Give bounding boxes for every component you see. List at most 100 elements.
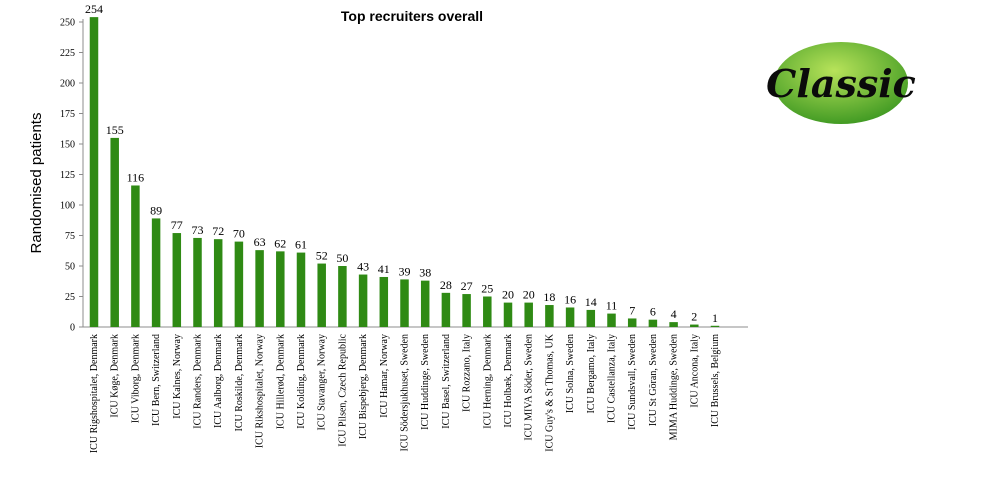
bar (151, 218, 161, 327)
data-label: 50 (336, 251, 348, 265)
data-label: 25 (481, 282, 493, 296)
bar (690, 324, 699, 327)
y-tick-label: 0 (70, 323, 75, 334)
x-tick-label: ICU Ancona, Italy (689, 334, 700, 408)
x-tick-label: MIMA Huddinge, Sweden (669, 334, 680, 440)
data-label: 11 (606, 299, 618, 313)
data-label: 28 (440, 278, 452, 292)
bar (172, 233, 182, 327)
x-tick-label: ICU Södersjukhuset, Sweden (400, 334, 411, 452)
bar (648, 319, 658, 327)
x-tick-label: ICU Kalnes, Norway (172, 334, 183, 419)
bar (338, 266, 347, 327)
data-label: 62 (274, 236, 286, 250)
bar (420, 280, 430, 327)
x-tick-label: ICU Huddinge, Sweden (420, 334, 431, 430)
x-tick-label: ICU Sundsvall, Sweden (627, 334, 638, 430)
x-tick-label: ICU Hamar, Norway (379, 334, 390, 418)
data-label: 27 (461, 279, 473, 293)
bar (89, 17, 99, 328)
x-tick-labels: ICU Rigshospitalet, Denmark ICU Køge, Den… (89, 333, 721, 453)
bar (669, 322, 678, 327)
bar (710, 325, 720, 327)
x-tick-label: ICU MIVA Söder, Sweden (524, 334, 535, 441)
x-tick-label: ICU Rigshospitalet, Denmark (89, 334, 100, 453)
data-label: 89 (150, 203, 162, 217)
data-label: 1 (712, 311, 718, 325)
data-label: 4 (671, 307, 677, 321)
x-tick-label: ICU Randers, Denmark (193, 334, 204, 429)
data-label: 61 (295, 238, 307, 252)
x-tick-label: ICU Brussels, Belgium (710, 334, 721, 427)
chart-title: Top recruiters overall (341, 8, 483, 24)
data-label: 254 (85, 2, 103, 16)
x-tick-label: ICU Solna, Sweden (565, 334, 576, 413)
bar (379, 276, 389, 327)
y-tick-label: 175 (60, 109, 75, 120)
logo-text: Classic (766, 61, 916, 106)
y-tick-label: 225 (60, 48, 75, 59)
y-tick-label: 250 (60, 18, 75, 29)
x-tick-label: ICU Pilsen, Czech Republic (337, 333, 348, 446)
data-label: 63 (254, 235, 266, 249)
bar (627, 318, 637, 327)
y-tick-label: 100 (60, 201, 75, 212)
x-tick-label: ICU Herning, Denmark (482, 334, 493, 429)
bar (462, 294, 471, 327)
x-tick-label: ICU Holbæk, Denmark (503, 334, 514, 428)
bar (131, 185, 140, 327)
bar (234, 241, 244, 327)
data-label: 72 (212, 224, 224, 238)
data-label: 52 (316, 249, 328, 263)
data-label: 6 (650, 305, 656, 319)
x-tick-label: ICU Bern, Switzerland (151, 334, 162, 426)
x-tick-label: ICU Aalborg, Denmark (213, 334, 224, 428)
x-tick-label: ICU Bergamo, Italy (586, 334, 597, 414)
x-tick-label: ICU Bispebjerg, Denmark (358, 334, 369, 439)
bar (255, 250, 264, 327)
y-tick-label: 50 (65, 262, 75, 273)
bar (110, 137, 119, 327)
bars (89, 17, 720, 328)
y-tick-label: 200 (60, 79, 75, 90)
data-label: 39 (399, 264, 411, 278)
bar (193, 237, 202, 327)
data-label: 18 (543, 290, 555, 304)
bar (503, 302, 513, 327)
x-tick-label: ICU Køge, Denmark (110, 334, 121, 418)
data-label: 41 (378, 262, 390, 276)
data-label: 20 (523, 288, 535, 302)
bar (586, 309, 596, 327)
x-tick-label: ICU Roskilde, Denmark (234, 334, 245, 432)
y-tick-label: 150 (60, 140, 75, 151)
data-label: 7 (629, 303, 635, 317)
y-tick-label: 25 (65, 292, 75, 303)
x-tick-label: ICU Kolding, Denmark (296, 334, 307, 429)
bar (565, 307, 575, 327)
bar (296, 252, 306, 327)
data-label: 16 (564, 292, 576, 306)
x-tick-label: ICU Basel, Switzerland (441, 334, 452, 429)
bar (483, 296, 492, 327)
x-tick-label: ICU Guy's & St Thomas, UK (544, 333, 555, 452)
x-tick-label: ICU Castellanza, Italy (607, 334, 618, 423)
x-tick-label: ICU Viborg, Denmark (130, 334, 141, 423)
data-label: 70 (233, 227, 245, 241)
data-label: 20 (502, 288, 514, 302)
data-label: 14 (585, 295, 597, 309)
y-axis-label: Randomised patients (28, 113, 45, 254)
bar (400, 279, 409, 327)
classic-logo: Classic (766, 42, 916, 124)
bar (545, 305, 554, 327)
data-label: 116 (127, 170, 145, 184)
bar (358, 274, 368, 327)
logo-ellipse (774, 42, 908, 124)
data-label: 73 (192, 223, 204, 237)
x-tick-label: ICU Hillerød, Denmark (275, 334, 286, 429)
x-tick-label: ICU Rikshospitalet, Norway (255, 334, 266, 448)
bar (524, 302, 533, 327)
bar (317, 263, 326, 327)
bar (607, 313, 616, 327)
